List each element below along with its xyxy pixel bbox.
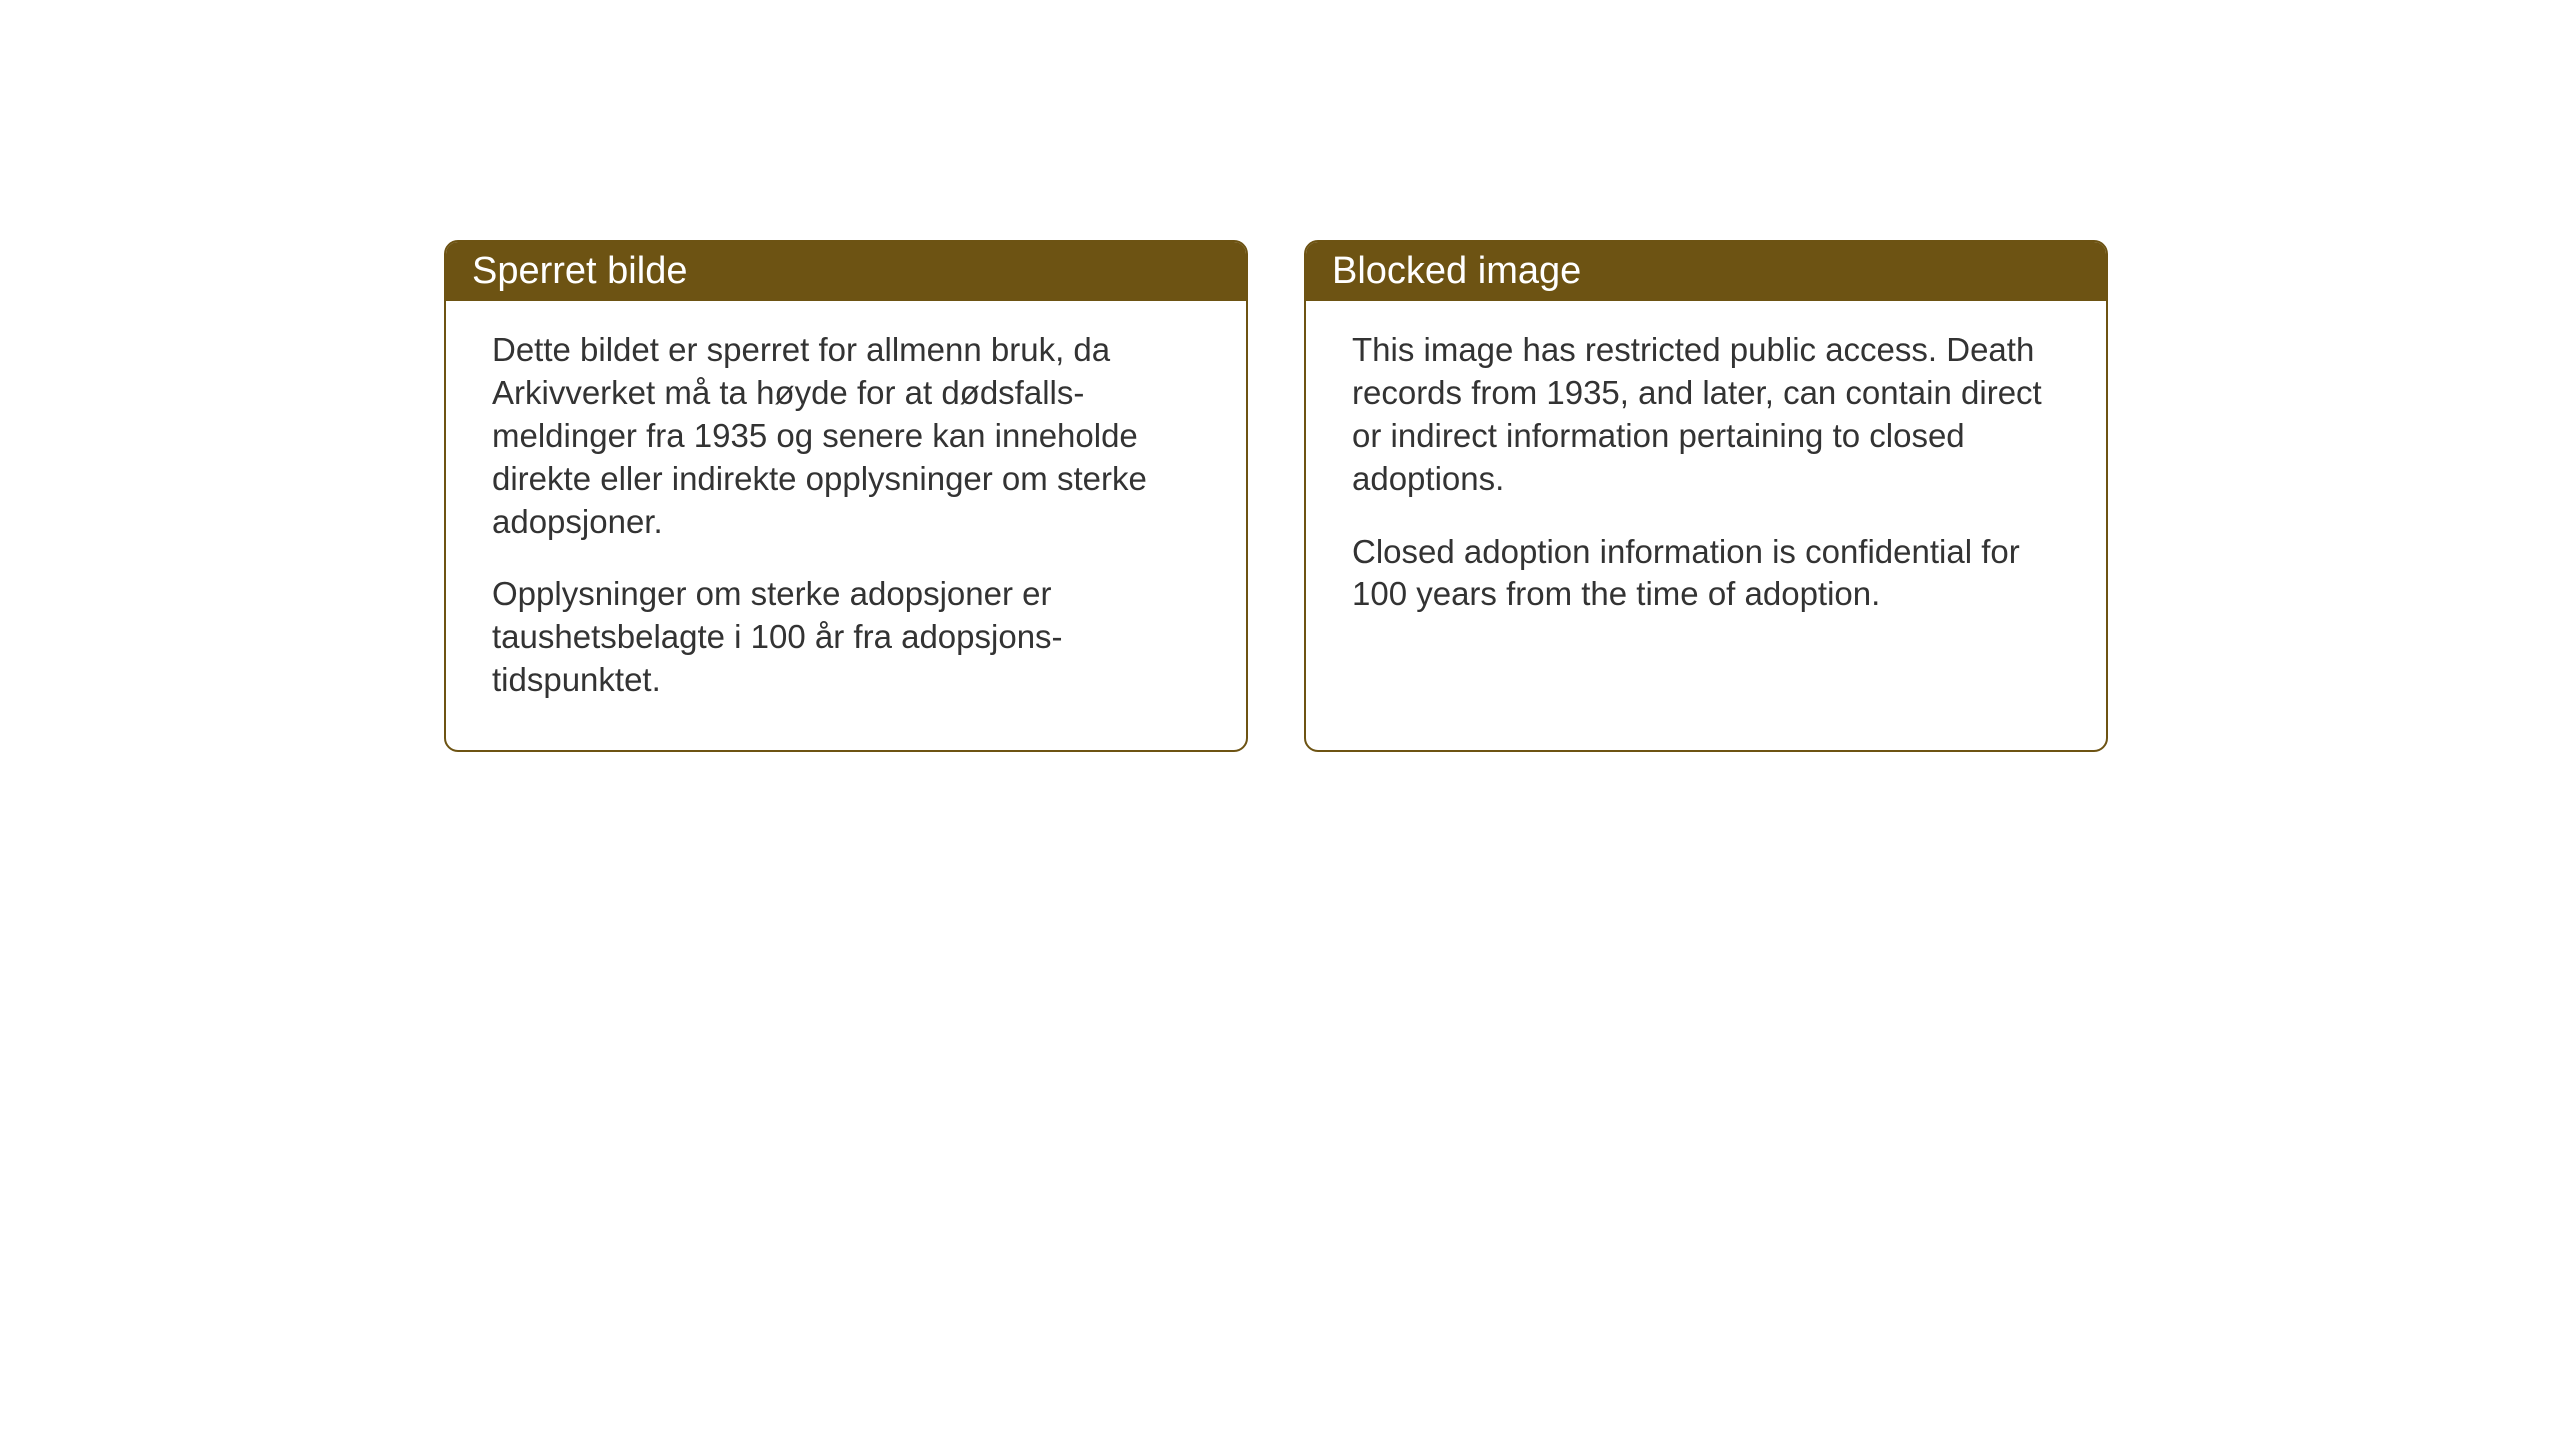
norwegian-paragraph-2: Opplysninger om sterke adopsjoner er tau… <box>492 573 1200 702</box>
notice-cards-container: Sperret bilde Dette bildet er sperret fo… <box>444 240 2108 752</box>
english-card-body: This image has restricted public access.… <box>1306 301 2106 664</box>
english-paragraph-1: This image has restricted public access.… <box>1352 329 2060 501</box>
norwegian-paragraph-1: Dette bildet er sperret for allmenn bruk… <box>492 329 1200 543</box>
norwegian-notice-card: Sperret bilde Dette bildet er sperret fo… <box>444 240 1248 752</box>
english-paragraph-2: Closed adoption information is confident… <box>1352 531 2060 617</box>
norwegian-card-body: Dette bildet er sperret for allmenn bruk… <box>446 301 1246 750</box>
norwegian-card-title: Sperret bilde <box>446 242 1246 301</box>
english-notice-card: Blocked image This image has restricted … <box>1304 240 2108 752</box>
english-card-title: Blocked image <box>1306 242 2106 301</box>
